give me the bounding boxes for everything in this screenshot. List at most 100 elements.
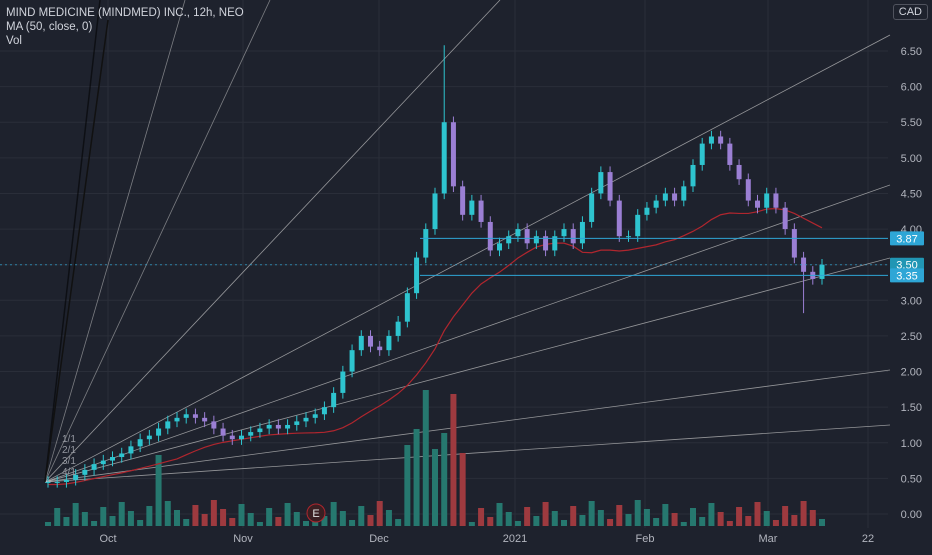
candle-body	[699, 143, 705, 165]
candle-body	[312, 414, 318, 418]
volume-bar	[339, 511, 346, 526]
price-tag	[890, 231, 924, 246]
volume-bar	[634, 500, 641, 526]
volume-bar	[404, 445, 411, 526]
fan-line	[44, 257, 891, 483]
candle-body	[229, 435, 235, 440]
x-tick-label: 22	[862, 533, 874, 545]
x-tick-label: Oct	[99, 533, 116, 545]
candle-body	[303, 417, 309, 422]
candle-body	[708, 136, 714, 144]
price-tag-label: 3.87	[896, 233, 917, 245]
candle-body	[515, 229, 521, 237]
volume-bar	[708, 503, 715, 526]
candle-body	[533, 236, 539, 244]
price-tag	[890, 268, 924, 283]
volume-bar	[478, 508, 485, 526]
volume-bar	[690, 508, 696, 526]
candle-body	[478, 200, 484, 222]
candle-body	[45, 481, 51, 483]
volume-bar	[127, 511, 134, 526]
volume-bar	[155, 455, 162, 526]
candle-body	[73, 474, 79, 480]
volume-bar	[579, 515, 586, 526]
volume-bar	[653, 518, 660, 526]
volume-bar	[422, 390, 429, 526]
candle-body	[146, 435, 152, 440]
volume-bar	[745, 516, 752, 526]
volume-bar	[717, 512, 724, 526]
candle-body	[782, 207, 788, 230]
volume-bar	[220, 509, 227, 526]
volume-bar	[201, 514, 208, 526]
candle-body	[487, 221, 493, 251]
candle-body	[423, 229, 429, 258]
candle-body	[349, 350, 355, 372]
volume-bar	[643, 509, 650, 526]
volume-bar	[321, 516, 328, 526]
symbol-title[interactable]: MIND MEDICINE (MINDMED) INC., 12h, NEO	[6, 7, 244, 19]
candle-body	[718, 136, 724, 144]
candle-body	[441, 122, 447, 194]
candle-body	[414, 257, 420, 294]
volume-bar	[81, 512, 88, 526]
candle-body	[506, 236, 512, 244]
volume-bar	[514, 521, 521, 526]
earnings-label: E	[312, 508, 319, 520]
candle-body	[174, 417, 180, 422]
candle-body	[524, 229, 530, 244]
candle-body	[128, 446, 134, 454]
y-tick-label: 2.50	[901, 331, 922, 343]
volume-bar	[293, 512, 300, 526]
candle-body	[404, 293, 410, 322]
earnings-e-icon[interactable]	[306, 503, 326, 523]
volume-bar	[330, 502, 337, 526]
volume-bar	[726, 521, 733, 526]
candle-body	[450, 122, 456, 187]
volume-bar	[54, 508, 61, 526]
volume-bar	[395, 519, 402, 526]
volume-bar	[819, 519, 825, 526]
candle-body	[386, 335, 392, 351]
candle-body	[91, 464, 97, 470]
y-tick-label: 4.50	[901, 188, 922, 200]
volume-bar	[275, 517, 282, 526]
candle-body	[202, 417, 208, 422]
volume-bar	[284, 503, 291, 526]
candle-body	[570, 229, 576, 244]
candle-body	[220, 428, 226, 436]
ma-indicator-label[interactable]: MA (50, close, 0)	[6, 21, 93, 33]
volume-bar	[625, 514, 632, 526]
candle-body	[321, 407, 327, 415]
fan-label: 3/1	[62, 456, 76, 467]
candle-body	[110, 457, 115, 461]
volume-bar	[91, 521, 98, 526]
volume-bar	[524, 507, 531, 526]
volume-bar	[588, 501, 595, 526]
volume-bar	[570, 506, 577, 526]
candle-body	[773, 193, 779, 208]
candle-body	[100, 460, 106, 465]
volume-bar	[183, 519, 190, 526]
candle-body	[626, 236, 631, 238]
candle-body	[156, 428, 162, 436]
candle-body	[616, 200, 622, 237]
volume-bar	[164, 501, 171, 526]
candle-body	[755, 200, 760, 208]
fan-line	[44, 184, 891, 483]
currency-badge[interactable]: CAD	[892, 4, 928, 20]
volume-bar	[597, 510, 604, 526]
volume-bar	[754, 502, 761, 526]
x-tick-label: 2021	[503, 533, 527, 545]
x-tick-label: Nov	[233, 533, 253, 545]
volume-bar	[671, 513, 678, 526]
volume-indicator-label[interactable]: Vol	[6, 35, 22, 47]
volume-bar	[256, 522, 263, 526]
x-tick-label: Mar	[759, 533, 778, 545]
price-tag-label: 3.35	[896, 270, 917, 282]
fan-line	[44, 0, 101, 483]
candle-body	[294, 421, 300, 425]
candle-body	[543, 236, 549, 251]
